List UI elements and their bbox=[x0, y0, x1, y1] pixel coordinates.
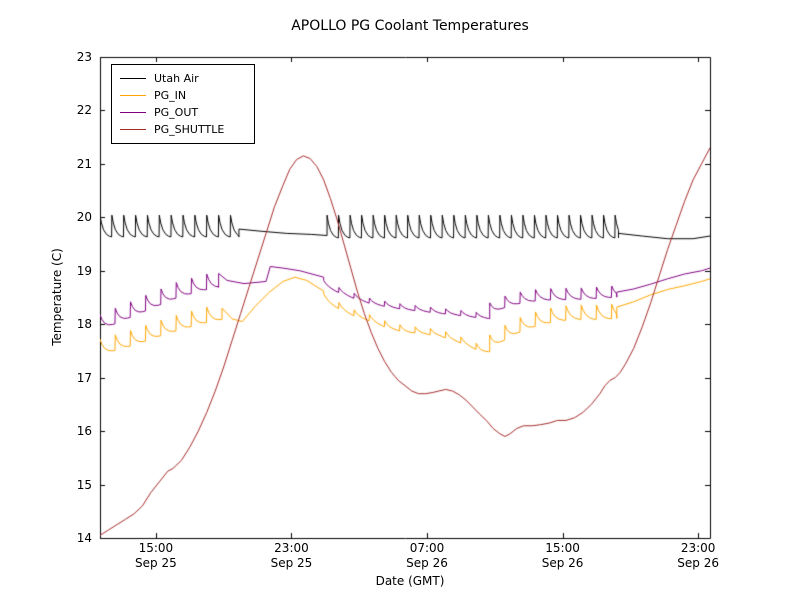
legend-label-utah-air: Utah Air bbox=[154, 72, 199, 85]
legend-line-utah-air bbox=[120, 77, 146, 80]
chart-title: APOLLO PG Coolant Temperatures bbox=[291, 18, 529, 34]
legend-label-pg-out: PG_OUT bbox=[154, 106, 199, 119]
legend-line-pg-out bbox=[120, 111, 146, 114]
legend-label-pg-shuttle: PG_SHUTTLE bbox=[154, 123, 225, 136]
legend-item-pg-shuttle: PG_SHUTTLE bbox=[120, 121, 224, 138]
legend: Utah Air PG_IN PG_OUT PG_SHUTTLE bbox=[111, 64, 256, 144]
legend-item-pg-out: PG_OUT bbox=[120, 104, 224, 121]
y-axis-label: Temperature (C) bbox=[50, 248, 64, 346]
legend-item-pg-in: PG_IN bbox=[120, 87, 224, 104]
legend-label-pg-in: PG_IN bbox=[154, 89, 187, 102]
legend-item-utah-air: Utah Air bbox=[120, 70, 224, 87]
legend-line-pg-in bbox=[120, 94, 146, 97]
x-axis-label: Date (GMT) bbox=[375, 574, 445, 588]
legend-line-pg-shuttle bbox=[120, 128, 146, 131]
